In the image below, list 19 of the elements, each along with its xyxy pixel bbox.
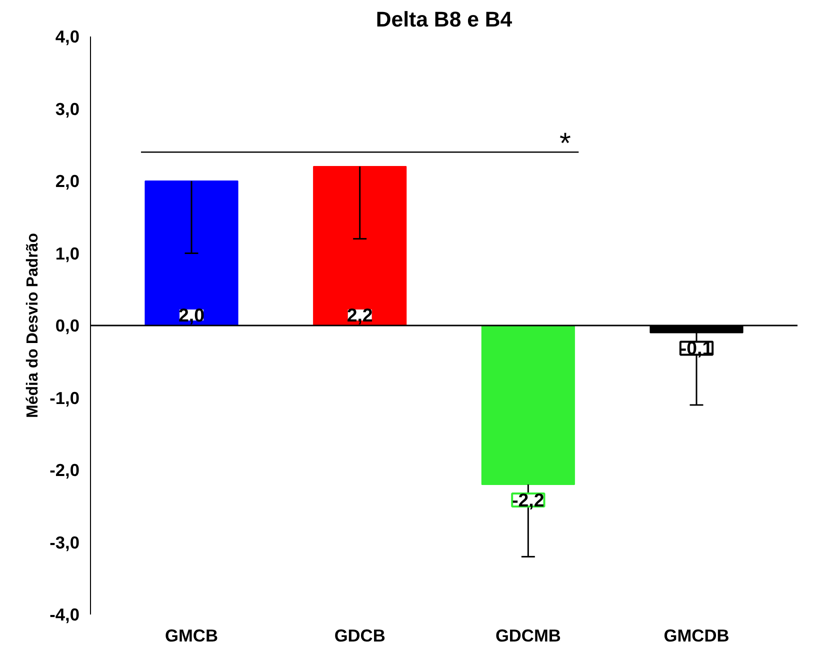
x-tick-label: GDCMB — [495, 626, 561, 646]
y-tick-label: 1,0 — [55, 243, 80, 264]
y-tick-label: -4,0 — [50, 604, 80, 624]
y-tick-label: 2,0 — [55, 171, 80, 191]
annotation: * — [559, 127, 571, 160]
y-tick-label: -2,0 — [50, 460, 80, 480]
y-tick-label: 3,0 — [55, 98, 80, 119]
y-tick-label: 0,0 — [55, 316, 80, 336]
bar — [313, 166, 407, 326]
x-tick-label: GMCB — [165, 626, 218, 646]
x-tick-label: GMCDB — [664, 626, 730, 646]
y-tick-label: -3,0 — [50, 532, 80, 552]
x-tick-label: GDCB — [334, 626, 386, 646]
y-tick-label: -1,0 — [50, 388, 80, 408]
y-axis-title: Média do Desvio Padrão — [24, 232, 42, 418]
y-tick-label: 4,0 — [55, 26, 80, 46]
chart-title: Delta B8 e B4 — [376, 8, 512, 32]
bar — [144, 180, 238, 326]
bar — [481, 325, 575, 485]
